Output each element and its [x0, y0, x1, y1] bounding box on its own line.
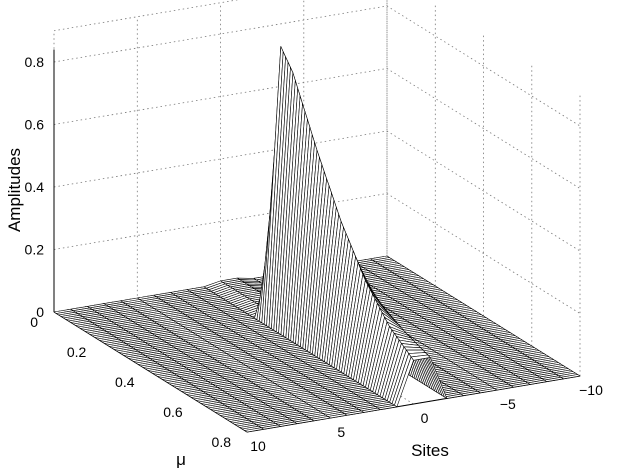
z-tick-label: 0.2 [25, 242, 45, 258]
gridline-site-1 [303, 0, 498, 391]
site-tick-label: 0 [421, 410, 429, 426]
mu-tick-label: 0.6 [163, 404, 183, 420]
gridline-z-1 [53, 193, 581, 314]
gridline-site-0 [386, 0, 581, 377]
z-axis-label: Amplitudes [5, 148, 24, 232]
site-tick-label: −5 [500, 396, 516, 412]
z-tick-label: 0.4 [25, 179, 45, 195]
site-tick-label: 5 [337, 424, 345, 440]
mu-tick-label: 0 [30, 314, 38, 330]
y-axis-label: μ [176, 450, 186, 469]
mu-tick-label: 0.2 [67, 344, 87, 360]
site-tick-label: 10 [250, 438, 266, 454]
mu-tick-label: 0.4 [115, 374, 135, 390]
gridline-z-4 [53, 5, 581, 127]
z-tick-label: 0.8 [25, 54, 45, 70]
z-tick-label: 0 [36, 304, 44, 320]
gridline-site-2 [220, 2, 414, 405]
site-tick-label: −10 [579, 382, 603, 398]
surface-cell [244, 427, 264, 433]
mu-tick-label: 0.8 [212, 434, 232, 450]
surface-mesh [53, 46, 581, 433]
x-axis-label: Sites [411, 441, 449, 460]
z-tick-label: 0.6 [25, 117, 45, 133]
tick-labels: 0 0.2 0.4 0.6 0.8 0 0.2 0.4 0.6 0.8 −10 −5 0 5 10 [25, 54, 604, 454]
gridline-site-3 [136, 16, 331, 419]
